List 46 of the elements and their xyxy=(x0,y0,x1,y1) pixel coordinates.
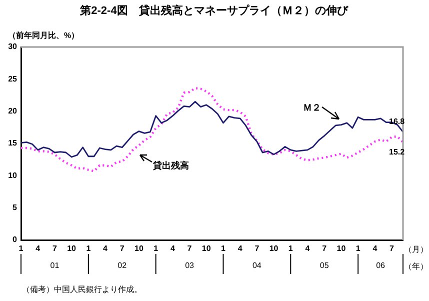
y-tick-label: 30 xyxy=(8,42,18,52)
data-label: 16.8 xyxy=(389,117,406,126)
x-tick-label: 7 xyxy=(322,244,328,254)
y-axis-title: （前年同月比、%） xyxy=(8,31,80,40)
y-tick-label: 20 xyxy=(8,106,18,116)
x-tick-label: 1 xyxy=(86,244,92,254)
x-tick-label: 4 xyxy=(238,244,243,254)
y-tick-label: 10 xyxy=(8,170,18,180)
text: 貸出残高 xyxy=(152,160,189,170)
x-tick-label: 10 xyxy=(67,244,77,254)
text: 02 xyxy=(118,261,128,270)
y-tick-label: 15 xyxy=(8,138,18,148)
text: 05 xyxy=(320,261,330,270)
x-tick-label: 10 xyxy=(202,244,212,254)
x-tick-label: 1 xyxy=(18,244,24,254)
y-tick-label: 0 xyxy=(12,235,18,244)
x-tick-label: 1 xyxy=(288,244,294,254)
x-tick-label: 10 xyxy=(269,244,279,254)
data-label: 15.2 xyxy=(389,147,406,156)
text: （備考）中国人民銀行より作成。 xyxy=(22,285,142,294)
text: （月） xyxy=(404,245,428,254)
x-tick-label: 4 xyxy=(372,244,378,254)
text: 01 xyxy=(50,261,60,270)
chart-title: 第2-2-4図 貸出残高とマネーサプライ（Ｍ２）の伸び xyxy=(79,4,349,18)
y-tick-label: 25 xyxy=(8,74,18,84)
x-tick-label: 7 xyxy=(187,244,192,254)
x-tick-label: 4 xyxy=(305,244,310,254)
x-tick-label: 1 xyxy=(356,244,361,254)
text: 03 xyxy=(185,261,195,270)
x-tick-label: 7 xyxy=(390,244,395,254)
x-tick-label: 7 xyxy=(52,244,58,254)
x-tick-label: 4 xyxy=(170,244,176,254)
text: 04 xyxy=(252,261,262,270)
text: 06 xyxy=(376,261,386,270)
line-series xyxy=(20,87,404,172)
text: （年） xyxy=(404,262,428,272)
x-tick-label: 1 xyxy=(154,244,159,254)
y-tick-label: 5 xyxy=(12,203,18,212)
x-tick-label: 4 xyxy=(36,244,41,254)
x-tick-label: 10 xyxy=(134,244,144,254)
x-tick-label: 10 xyxy=(336,244,346,254)
x-tick-label: 4 xyxy=(103,244,108,254)
x-tick-label: 7 xyxy=(254,244,260,254)
text: Ｍ２ xyxy=(303,102,321,112)
x-tick-label: 1 xyxy=(221,244,226,254)
x-tick-label: 7 xyxy=(120,244,125,254)
